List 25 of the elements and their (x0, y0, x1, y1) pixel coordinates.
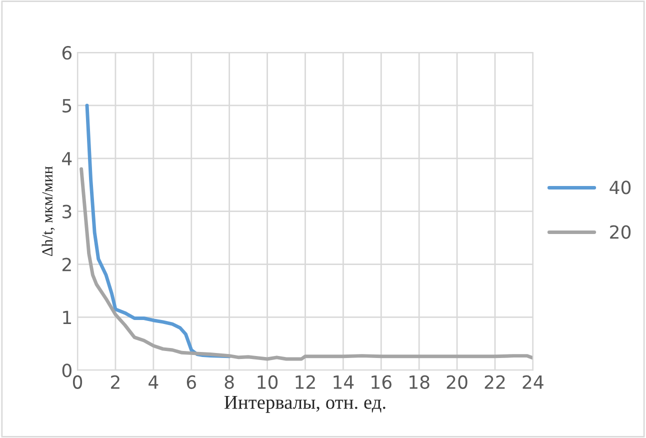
x-tick-label: 12 (296, 375, 315, 389)
x-tick-label: 2 (111, 375, 120, 389)
x-tick-label: 24 (522, 375, 544, 389)
x-axis-title: Интервалы, отн. ед. (224, 396, 386, 413)
y-tick-label: 4 (62, 152, 72, 166)
legend-label: 40 (610, 180, 631, 194)
x-tick-label: 16 (372, 375, 392, 389)
x-tick-label: 22 (484, 375, 505, 389)
x-tick-label: 4 (148, 376, 158, 389)
y-tick-label: 0 (62, 364, 72, 378)
y-tick-label: 2 (62, 258, 71, 272)
x-tick-label: 20 (446, 375, 468, 389)
x-tick-label: 14 (334, 376, 354, 389)
y-tick-label: 6 (62, 46, 72, 60)
y-axis-title: Δh/t, мкм/мин (42, 166, 55, 256)
x-tick-label: 18 (410, 375, 430, 389)
line-series (80, 167, 533, 361)
y-tick-label: 3 (62, 204, 72, 218)
x-tick-label: 0 (72, 375, 82, 389)
legend-label: 20 (610, 225, 631, 239)
x-tick-label: 10 (258, 375, 278, 389)
x-tick-label: 6 (186, 375, 196, 389)
y-tick-label: 1 (63, 310, 71, 324)
x-tick-label: 8 (224, 375, 234, 389)
y-tick-label: 5 (62, 99, 72, 113)
